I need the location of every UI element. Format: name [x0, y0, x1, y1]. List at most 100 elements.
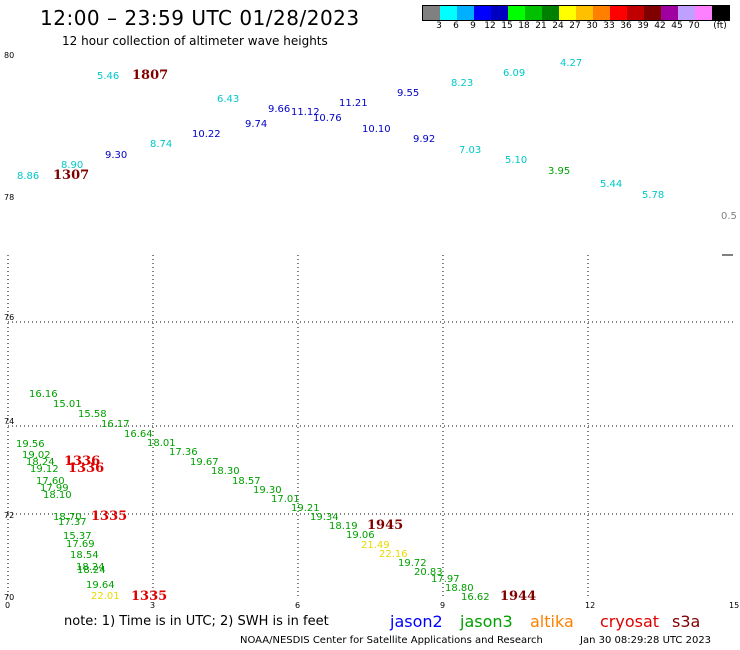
legend-swatch — [491, 6, 508, 20]
wave-height-label: 17.99 — [40, 483, 69, 494]
wave-height-label: 8.90 — [61, 160, 83, 171]
wave-height-label: 11.12 — [291, 107, 320, 118]
wave-height-label: 17.36 — [169, 447, 198, 458]
wave-height-label: 16.16 — [29, 389, 58, 400]
wave-height-label: 10.76 — [313, 113, 342, 124]
wave-height-label: 22.16 — [379, 549, 408, 560]
wave-height-label: 6.43 — [217, 94, 239, 105]
wave-height-label: 9.74 — [245, 119, 267, 130]
wave-height-label: 10.22 — [192, 129, 221, 140]
wave-height-label: 19.06 — [346, 530, 375, 541]
legend-swatch — [678, 6, 695, 20]
note-text: note: 1) Time is in UTC; 2) SWH is in fe… — [64, 614, 329, 629]
wave-height-label: 19.67 — [190, 457, 219, 468]
satellite-label-s3a: s3a — [672, 612, 701, 631]
wave-height-label: 5.46 — [97, 71, 119, 82]
wave-height-label: 5.10 — [505, 155, 527, 166]
lon-tick-label: 0 — [5, 601, 10, 610]
wave-height-label: 17.60 — [36, 476, 65, 487]
legend-swatch — [644, 6, 661, 20]
wave-height-label: 16.17 — [101, 419, 130, 430]
wave-height-label: 3.95 — [548, 166, 570, 177]
legend-label: 6 — [453, 21, 459, 31]
map-grid — [7, 254, 733, 598]
legend-swatch — [525, 6, 542, 20]
legend-swatch — [661, 6, 678, 20]
wave-height-label: 18.30 — [211, 466, 240, 477]
legend-label: 30 — [586, 21, 598, 31]
wave-height-label: 17.01 — [271, 494, 300, 505]
lat-tick-label: 76 — [4, 313, 14, 322]
wave-height-label: 8.74 — [150, 139, 172, 150]
legend-label: 9 — [470, 21, 476, 31]
legend-swatch — [440, 6, 457, 20]
legend-swatch — [474, 6, 491, 20]
pass-time-label: 1335 — [91, 509, 127, 524]
color-scale-legend — [422, 5, 730, 21]
lat-tick-label: 72 — [4, 511, 14, 520]
legend-swatch — [576, 6, 593, 20]
wave-height-label: 16.62 — [461, 592, 490, 603]
lat-tick-label: 78 — [4, 193, 14, 202]
lon-tick-label: 9 — [440, 601, 445, 610]
wave-height-label: 19.56 — [16, 439, 45, 450]
wave-height-label: 9.92 — [413, 134, 435, 145]
wave-height-label: 18.24 — [26, 457, 55, 468]
lat-tick-label: 80 — [4, 51, 14, 60]
legend-label: 15 — [501, 21, 513, 31]
pass-time-label: 1336 — [64, 454, 100, 469]
legend-swatch — [712, 6, 729, 20]
legend-unit: (ft) — [713, 21, 727, 31]
wave-height-label: 5.78 — [642, 190, 664, 201]
wave-height-label: 18.19 — [329, 521, 358, 532]
pass-time-label: 1944 — [500, 589, 536, 604]
pass-time-label: 1335 — [131, 589, 167, 604]
legend-swatch — [542, 6, 559, 20]
wave-height-label: 19.12 — [30, 464, 59, 475]
wave-height-label: 15.58 — [78, 409, 107, 420]
wave-height-label: 17.69 — [66, 539, 95, 550]
wave-height-label: 8.23 — [451, 78, 473, 89]
pass-time-label: 1807 — [132, 68, 168, 83]
footer-timestamp: Jan 30 08:29:28 UTC 2023 — [580, 635, 712, 646]
wave-height-label: 17.97 — [431, 574, 460, 585]
lon-tick-label: 15 — [729, 601, 739, 610]
wave-height-label: 15.37 — [63, 531, 92, 542]
wave-height-label: 19.21 — [291, 503, 320, 514]
wave-height-label: 19.02 — [22, 450, 51, 461]
satellite-label-jason2: jason2 — [390, 612, 443, 631]
wave-height-label: 18.57 — [232, 476, 261, 487]
wave-height-label: 18.24 — [77, 565, 106, 576]
lat-tick-label: 70 — [4, 593, 14, 602]
legend-label: 70 — [688, 21, 700, 31]
footer-credit: NOAA/NESDIS Center for Satellite Applica… — [240, 635, 543, 646]
pass-time-label: 1336 — [68, 461, 104, 476]
legend-label: 33 — [603, 21, 615, 31]
wave-height-label: 15.01 — [53, 399, 82, 410]
wave-height-label: 18.01 — [147, 438, 176, 449]
wave-height-label: 20.83 — [414, 567, 443, 578]
wave-height-label: 18.54 — [70, 550, 99, 561]
page-title: 12:00 – 23:59 UTC 01/28/2023 — [40, 6, 360, 30]
legend-label: 18 — [518, 21, 530, 31]
wave-height-label: 5.44 — [600, 179, 622, 190]
wave-height-label: 18.24 — [76, 562, 105, 573]
wave-height-labels: 5.46 1807 6.43 9.66 11.12 11.21 9.55 8.23 6.09 4.… — [16, 58, 737, 604]
legend-label: 12 — [484, 21, 496, 31]
satellite-label-jason3: jason3 — [460, 612, 513, 631]
wave-height-label: 7.03 — [459, 145, 481, 156]
wave-height-label: 17.37 — [58, 517, 87, 528]
wave-height-label: 8.86 — [17, 171, 39, 182]
legend-swatch — [695, 6, 712, 20]
wave-height-label: 22.01 — [91, 591, 120, 602]
legend-swatch — [593, 6, 610, 20]
lon-tick-label: 12 — [585, 601, 595, 610]
legend-label: 3 — [436, 21, 442, 31]
pass-time-label: 1307 — [53, 168, 89, 183]
legend-swatch — [559, 6, 576, 20]
satellite-label-altika: altika — [530, 612, 574, 631]
wave-height-label: 9.66 — [268, 104, 290, 115]
wave-height-label: 18.10 — [43, 490, 72, 501]
wave-height-label: 21.49 — [361, 540, 390, 551]
wave-height-label: 9.30 — [105, 150, 127, 161]
